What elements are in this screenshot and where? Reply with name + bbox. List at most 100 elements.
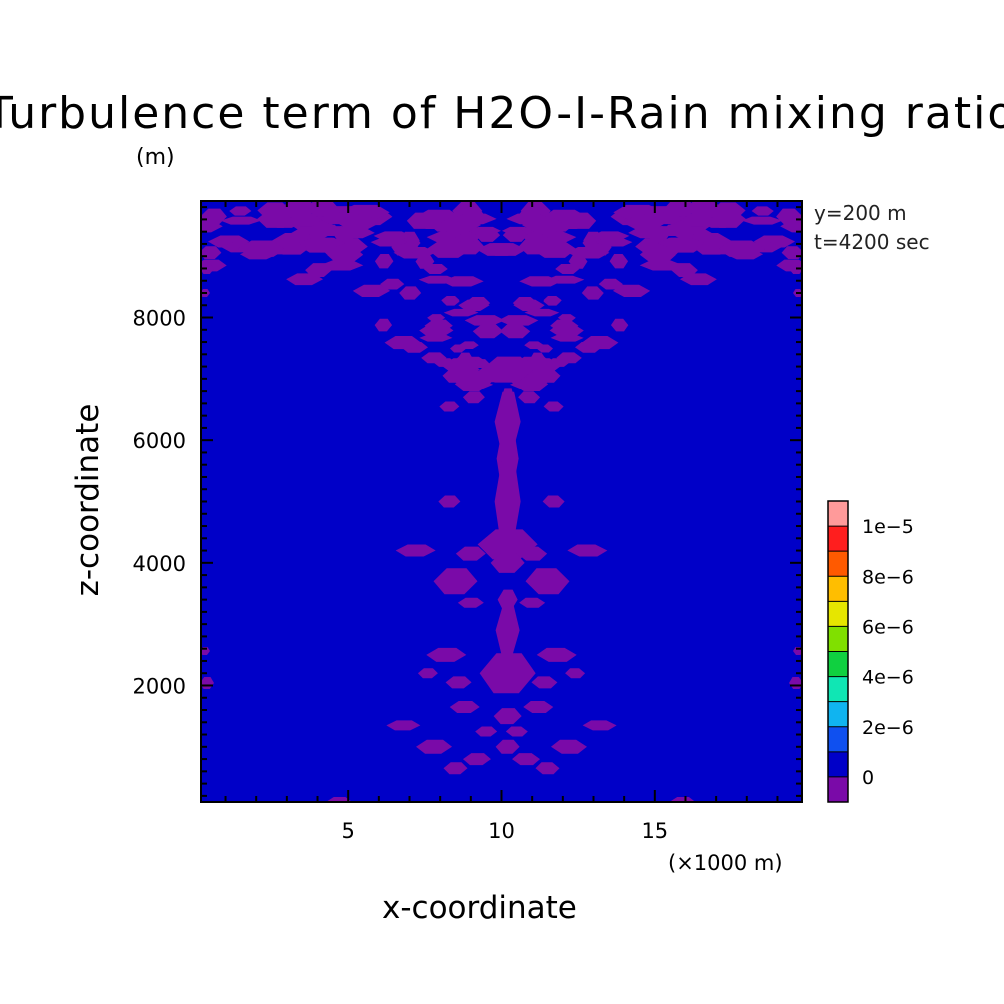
contour-patch — [433, 568, 478, 595]
central-column — [490, 552, 525, 573]
contour-patch — [524, 308, 560, 317]
contour-patch — [512, 296, 539, 310]
colorbar-label: 1e−5 — [862, 516, 914, 538]
annotation-y: y=200 m — [814, 201, 907, 225]
colorbar-label: 8e−6 — [862, 566, 914, 588]
contour-patch — [517, 546, 548, 561]
contour-patch — [305, 263, 332, 278]
contour-patch — [449, 700, 480, 713]
axis-ticks — [201, 201, 802, 802]
contour-patch — [669, 797, 696, 802]
contour-patch — [257, 210, 295, 228]
contour-patch — [436, 217, 482, 233]
contour-patch — [229, 206, 252, 216]
colorbar-swatch — [828, 551, 848, 577]
contour-patch — [455, 238, 485, 255]
contour-patch — [337, 216, 380, 230]
y-tick-label: 2000 — [133, 674, 186, 698]
contour-patch — [392, 243, 421, 253]
contour-patch — [502, 228, 528, 242]
colorbar-label: 4e−6 — [862, 667, 914, 689]
contour-patch — [610, 318, 629, 332]
contour-patch — [582, 720, 617, 731]
x-tick-label: 10 — [488, 819, 515, 843]
contour-patch — [505, 726, 528, 737]
y-tick-label: 6000 — [133, 429, 186, 453]
contour-patch — [374, 253, 394, 269]
contour-patch — [462, 753, 491, 766]
chart-title: Turbulence term of H2O-I-Rain mixing rat… — [0, 88, 1004, 139]
contour-patch — [567, 212, 597, 229]
contour-patch — [472, 324, 504, 339]
colorbar-swatch — [828, 676, 848, 702]
contour-patch — [671, 263, 698, 278]
axis-tick-labels: 5 10 15 2000 4000 6000 8000 — [133, 307, 669, 843]
contour-patch — [457, 597, 484, 608]
contour-patch — [612, 284, 651, 298]
contour-patch — [550, 739, 587, 754]
y-tick-label: 8000 — [133, 307, 186, 331]
contour-patch — [550, 319, 579, 332]
contour-patch — [536, 344, 553, 353]
contour-patch — [416, 739, 453, 754]
contour-patch — [567, 544, 608, 557]
contour-patch — [419, 334, 453, 342]
central-column — [493, 708, 522, 725]
colorbar-swatch — [828, 776, 848, 802]
annotation-t: t=4200 sec — [814, 230, 930, 254]
contour-patch — [201, 208, 227, 225]
contour-patch — [565, 668, 586, 679]
contour-patch — [646, 226, 670, 244]
central-column — [494, 456, 521, 547]
contour-patch — [418, 275, 457, 284]
x-unit-label: (×1000 m) — [668, 851, 783, 875]
contour-patch — [450, 344, 467, 353]
colorbar-swatch — [828, 576, 848, 602]
contour-patch — [306, 201, 339, 217]
contour-patch — [384, 335, 422, 350]
contour-patch — [297, 237, 346, 249]
contour-patch — [581, 286, 604, 300]
contour-patch — [386, 720, 421, 731]
contour-patch — [525, 568, 570, 595]
contour-patch — [522, 232, 548, 243]
contour-patch — [531, 676, 558, 689]
contour-patch — [546, 275, 585, 284]
contour-patch — [443, 308, 479, 317]
contour-patch — [443, 762, 468, 775]
y-tick-label: 4000 — [133, 552, 186, 576]
contour-patch — [543, 296, 562, 305]
contour-patch — [462, 391, 485, 404]
contour-patch — [464, 296, 491, 310]
contour-patch — [523, 700, 554, 713]
contour-patch — [438, 495, 461, 508]
colorbar-swatch — [828, 626, 848, 652]
contour-patch — [776, 208, 802, 225]
contour-patch — [751, 206, 774, 216]
contour-patch — [455, 232, 481, 243]
contour-patch — [521, 217, 567, 233]
contour-patch — [582, 243, 611, 253]
x-axis-label: x-coordinate — [382, 890, 577, 926]
contour-patch — [542, 495, 565, 508]
contour-patch — [789, 264, 802, 274]
contour-patch — [427, 314, 446, 322]
central-column — [479, 653, 536, 694]
contour-patch — [598, 278, 623, 290]
central-column — [497, 589, 518, 610]
contour-patch — [464, 315, 505, 326]
contour-patch — [373, 231, 412, 241]
contour-patch — [406, 212, 436, 229]
contour-patch — [518, 238, 548, 255]
contour-patch — [512, 753, 541, 766]
contour-patch — [519, 597, 546, 608]
colorbar: 0 2e−6 4e−6 6e−6 8e−6 1e−5 — [827, 500, 914, 803]
x-tick-label: 5 — [341, 819, 354, 843]
contour-patch — [591, 231, 630, 241]
contour-patch — [498, 315, 539, 326]
central-column — [495, 605, 520, 656]
contour-patch — [518, 391, 541, 404]
contour-patch — [352, 284, 391, 298]
contour-patch — [439, 401, 460, 412]
